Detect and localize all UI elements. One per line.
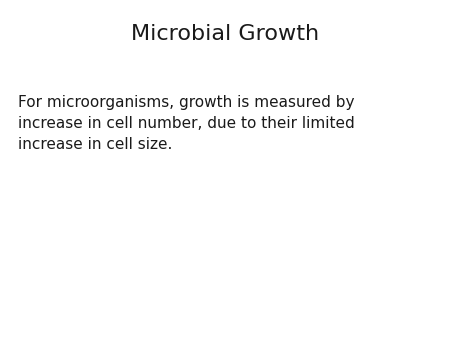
Text: For microorganisms, growth is measured by
increase in cell number, due to their : For microorganisms, growth is measured b… <box>18 95 355 152</box>
Text: Microbial Growth: Microbial Growth <box>131 24 319 44</box>
